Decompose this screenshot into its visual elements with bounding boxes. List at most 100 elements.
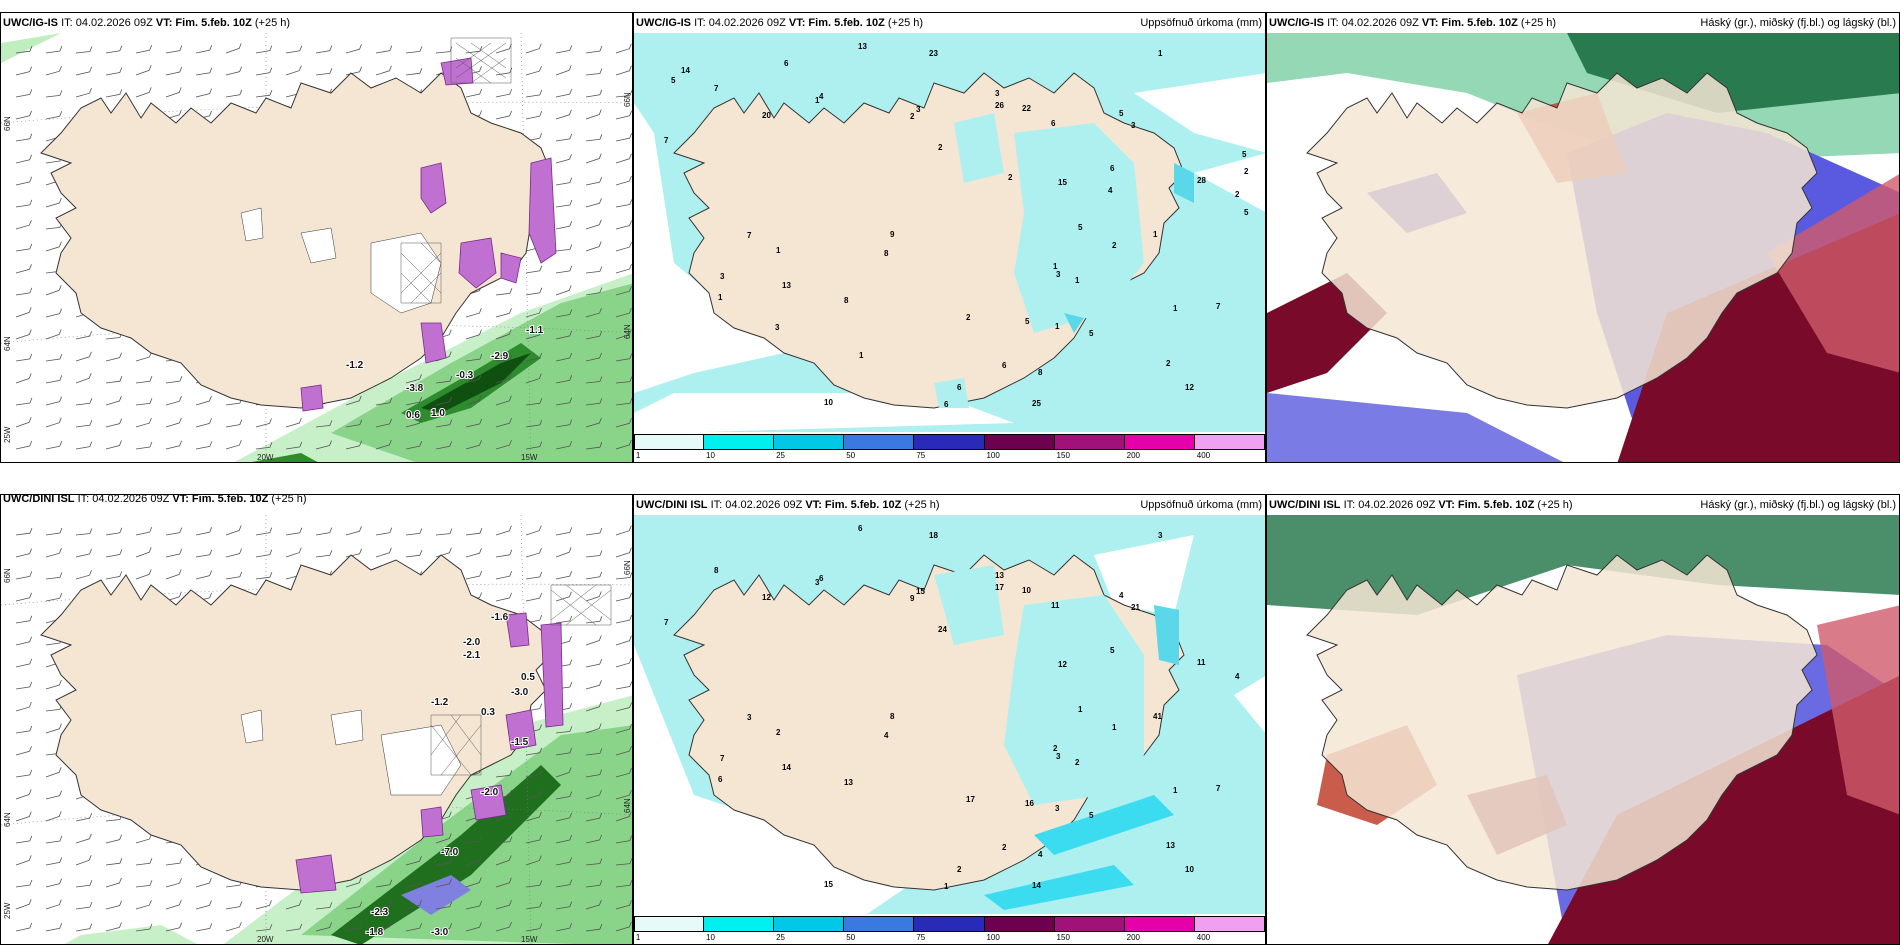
- lon-label-20w: 20W: [257, 453, 274, 462]
- wind-barb: [75, 419, 93, 428]
- wind-barb: [15, 746, 32, 756]
- wind-barb: [105, 395, 122, 406]
- wind-barb: [45, 878, 62, 888]
- colorbar-tick: 1: [635, 933, 641, 942]
- wind-barb: [45, 329, 62, 340]
- wind-barb: [105, 440, 122, 450]
- wind-barb: [45, 548, 62, 558]
- wind-barb: [585, 571, 603, 580]
- wind-barb: [555, 440, 573, 450]
- precip-value: 5: [1244, 208, 1249, 217]
- wind-barb: [225, 548, 242, 558]
- wind-barb: [15, 199, 33, 208]
- wind-barb: [435, 923, 453, 932]
- wind-barb: [375, 527, 393, 536]
- wind-barb: [105, 527, 123, 536]
- wind-barb: [15, 879, 33, 888]
- precip-value: 21: [1131, 603, 1140, 612]
- wind-barb: [495, 110, 512, 120]
- colorbar-tick: 400: [1196, 451, 1211, 460]
- wind-barb: [495, 354, 513, 362]
- wind-barb: [465, 440, 482, 450]
- lead-time: (+25 h): [254, 17, 291, 29]
- init-time: IT: 04.02.2026 09Z: [694, 17, 786, 29]
- wind-barb: [555, 791, 573, 800]
- wind-barb: [135, 526, 153, 536]
- precip-value: 1: [1075, 276, 1080, 285]
- wind-barb: [225, 571, 243, 580]
- wind-barb: [495, 811, 512, 822]
- temperature-label: -1.2: [431, 697, 449, 708]
- precip-value: 5: [1110, 646, 1115, 655]
- wind-barb: [435, 376, 453, 384]
- wind-barb: [585, 616, 603, 624]
- wind-barb: [255, 549, 273, 558]
- colorbar-swatch: [634, 434, 705, 450]
- wind-barb: [465, 877, 482, 888]
- temperature-label: 1.0: [431, 408, 445, 419]
- wind-barb: [465, 373, 482, 384]
- precip-value: 8: [1038, 368, 1043, 377]
- precip-value: 25: [1032, 399, 1041, 408]
- wind-barb: [45, 811, 62, 822]
- panel-header: UWC/IG-IS IT: 04.02.2026 09Z VT: Fim. 5.…: [1269, 17, 1556, 29]
- wind-barb: [165, 527, 183, 536]
- precip-value: 7: [714, 84, 719, 93]
- colorbar-swatch: [914, 916, 985, 932]
- wind-barb: [75, 66, 92, 76]
- precip-value: 1: [718, 293, 723, 302]
- wind-barb: [585, 45, 603, 54]
- wind-barb: [615, 65, 632, 76]
- wind-barb: [495, 921, 512, 932]
- wind-barb: [555, 109, 572, 120]
- wind-barb: [45, 723, 62, 734]
- wind-barb: [15, 769, 33, 778]
- field-title: Háský (gr.), miðský (fj.bl.) og lágský (…: [1700, 17, 1896, 29]
- lat-label-right-64n: 64N: [623, 324, 632, 339]
- wind-barb: [615, 702, 632, 712]
- wind-barb: [15, 811, 32, 822]
- lon-label-15w: 15W: [521, 453, 538, 462]
- wind-barb: [15, 789, 32, 800]
- wind-barb: [615, 657, 632, 668]
- wind-barb: [525, 592, 543, 602]
- precip-value: 15: [916, 587, 925, 596]
- wind-barb: [585, 748, 603, 756]
- wind-barb: [405, 396, 423, 406]
- wind-barb: [615, 153, 632, 164]
- wind-barb: [255, 572, 273, 580]
- wind-barb: [15, 89, 33, 98]
- precip-value: 9: [910, 594, 915, 603]
- lon-label-20w: 20W: [257, 935, 274, 944]
- wind-barb: [585, 899, 602, 910]
- wind-barb: [195, 395, 212, 406]
- precip-value: 17: [966, 795, 975, 804]
- wind-barb: [375, 439, 392, 450]
- wind-barb: [165, 109, 182, 120]
- colorbar-tick: 50: [846, 451, 856, 460]
- wind-barb: [225, 921, 242, 932]
- wind-barb: [585, 89, 603, 98]
- wind-barb: [45, 111, 63, 120]
- wind-barb: [45, 308, 62, 318]
- wind-barb: [495, 900, 512, 910]
- precip-value: 18: [929, 531, 938, 540]
- wind-barb: [135, 44, 153, 54]
- wind-barb: [465, 88, 483, 98]
- wind-barb: [495, 877, 512, 888]
- wind-barb: [405, 441, 423, 450]
- wind-barb: [75, 330, 93, 340]
- wind-barb: [585, 398, 603, 406]
- wind-barb: [615, 525, 632, 536]
- wind-barb: [525, 769, 543, 778]
- precip-value: 13: [858, 42, 867, 51]
- wind-barb: [165, 45, 183, 54]
- wind-barb: [45, 285, 62, 296]
- iceland-land: [1306, 554, 1818, 891]
- wind-barb: [15, 307, 32, 318]
- precip-value: 26: [995, 101, 1004, 110]
- temperature-label: 0.6: [406, 410, 420, 421]
- land-precip: [295, 612, 564, 894]
- panel-header: UWC/IG-IS IT: 04.02.2026 09Z VT: Fim. 5.…: [3, 17, 290, 29]
- wind-barb: [615, 376, 632, 384]
